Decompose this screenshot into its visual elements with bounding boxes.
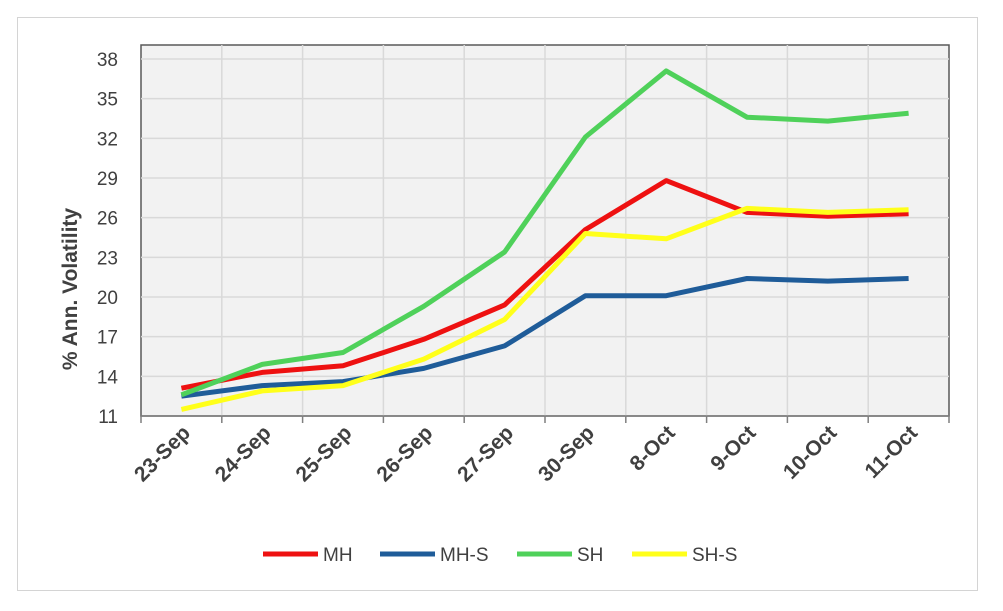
x-tick-label: 24-Sep: [211, 421, 276, 486]
legend-label-sh: SH: [577, 545, 603, 566]
x-tick-label: 25-Sep: [292, 421, 357, 486]
x-tick-label: 23-Sep: [130, 421, 195, 486]
series-line-mh: [180, 178, 909, 391]
series-lines: [180, 68, 909, 412]
y-axis-ticks: 11 14 17 20 23 26 29 32 35 38: [97, 50, 119, 428]
y-tick-label: 29: [97, 169, 118, 190]
y-axis-title: % Ann. Volatility: [59, 208, 82, 370]
x-tick-label: 8-Oct: [626, 421, 680, 475]
x-tick-label: 9-Oct: [706, 421, 760, 475]
y-tick-label: 32: [97, 129, 118, 150]
y-tick-label: 35: [97, 90, 118, 111]
y-tick-label: 11: [98, 407, 118, 428]
x-tick-label: 27-Sep: [453, 421, 518, 486]
legend: MH MH-S SH SH-S: [263, 545, 737, 566]
y-tick-label: 17: [97, 328, 118, 349]
series-line-mh-s: [181, 276, 909, 399]
y-tick-label: 26: [97, 209, 118, 230]
x-tick-label: 26-Sep: [372, 421, 437, 486]
series-line-sh: [180, 68, 909, 398]
y-tick-label: 20: [97, 288, 118, 309]
series-line-sh-s: [180, 205, 909, 412]
x-tick-label: 11-Oct: [860, 421, 922, 483]
y-tick-label: 14: [97, 367, 119, 388]
x-tick-label: 30-Sep: [534, 421, 599, 486]
legend-label-sh-s: SH-S: [692, 545, 737, 566]
legend-label-mh-s: MH-S: [440, 545, 489, 566]
x-axis-ticks: 23-Sep 24-Sep 25-Sep 26-Sep 27-Sep 30-Sep 8-Oc…: [130, 415, 950, 486]
y-tick-label: 38: [97, 50, 118, 71]
legend-label-mh: MH: [323, 545, 353, 566]
x-tick-label: 10-Oct: [779, 421, 841, 483]
y-tick-label: 23: [97, 248, 118, 269]
